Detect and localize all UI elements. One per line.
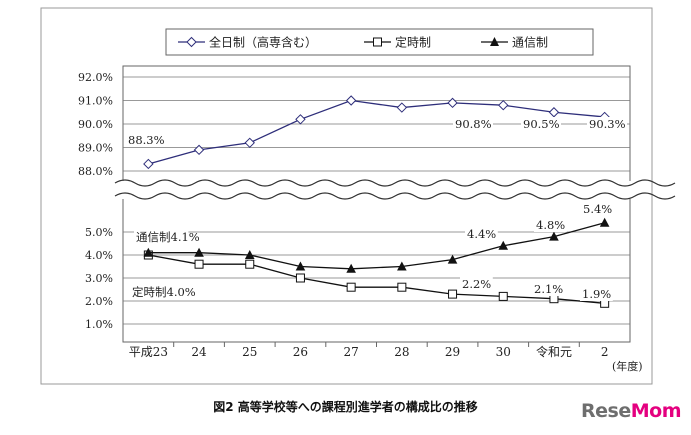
x-tick-label: 2: [601, 345, 609, 359]
label-layer: 88.3% 90.8% 90.5% 90.3% 通信制4.1% 4.4% 4.8% 5.4% 定…: [126, 117, 627, 301]
data-label-tei-first: 定時制4.0%: [132, 285, 196, 299]
data-label-bg: [126, 133, 166, 147]
data-point-diamond: [295, 114, 306, 125]
data-point-square: [295, 273, 305, 283]
lower-y-tick-label: 5.0%: [85, 226, 113, 239]
data-point-diamond: [396, 102, 408, 113]
square-marker-icon: [373, 37, 382, 47]
x-tick-label: 28: [394, 345, 409, 359]
upper-y-tick-label: 89.0%: [78, 142, 113, 155]
axis-layer: 88.0% 89.0% 90.0% 91.0% 92.0% 1.0% 2.0% 3.0% 4.0…: [78, 71, 608, 359]
data-point-diamond: [345, 95, 357, 106]
data-label-tsu-r2: 5.4%: [583, 202, 612, 216]
data-point-square: [448, 289, 458, 299]
data-label-ft-first: 88.3%: [128, 133, 165, 147]
data-label-bg: [465, 227, 498, 241]
series-line-square: [148, 254, 605, 304]
data-label-bg: [134, 230, 189, 244]
x-tick-label: 27: [344, 345, 359, 359]
grid-layer: [113, 76, 676, 325]
data-point-triangle: [549, 231, 559, 241]
lower-y-tick-label: 1.0%: [85, 318, 113, 331]
data-label-ft-h30: 90.8%: [455, 117, 492, 131]
data-point-triangle: [447, 254, 458, 264]
data-point-square: [397, 282, 407, 292]
data-label-tei-r2: 1.9%: [582, 287, 611, 301]
data-point-diamond: [498, 99, 509, 111]
data-label-tsu-first: 通信制4.1%: [136, 230, 200, 244]
axis-break-line-bottom: [114, 192, 676, 200]
data-point-triangle: [194, 247, 204, 257]
data-point-diamond: [244, 137, 255, 149]
data-point-triangle: [295, 261, 306, 271]
lower-y-tick-label: 2.0%: [85, 295, 113, 308]
brand-logo-text-part2: Mom: [630, 400, 682, 422]
series-line-triangle: [148, 222, 605, 270]
legend: 全日制（高専含む） 定時制 通信制: [165, 28, 594, 56]
data-label-tei-r1: 2.1%: [534, 282, 563, 296]
x-tick-label: 30: [496, 345, 511, 359]
upper-y-tick-label: 90.0%: [78, 118, 113, 131]
data-label-bg: [460, 277, 493, 291]
data-label-bg: [130, 285, 185, 299]
data-label-tsu-r1: 4.8%: [536, 218, 565, 232]
x-tick-label: 26: [293, 345, 308, 359]
brand-logo: ReseMom: [581, 400, 681, 422]
legend-label-correspondence: 通信制: [512, 36, 548, 50]
series-layer: [143, 95, 610, 308]
data-label-ft-r1: 90.5%: [523, 117, 560, 131]
legend-label-parttime: 定時制: [395, 35, 431, 50]
series-line-diamond: [148, 99, 605, 165]
data-point-triangle: [143, 247, 154, 257]
data-label-ft-r2: 90.3%: [589, 117, 626, 131]
data-point-square: [194, 259, 204, 269]
lower-y-tick-label: 3.0%: [85, 272, 113, 285]
x-tick-label: 令和元: [536, 344, 572, 359]
legend-item-parttime: 定時制: [364, 35, 431, 50]
data-point-triangle: [346, 263, 356, 273]
data-label-bg: [453, 117, 493, 131]
data-label-bg: [532, 282, 565, 296]
upper-y-tick-label: 91.0%: [78, 95, 113, 108]
upper-y-tick-label: 88.0%: [78, 165, 113, 178]
legend-item-fulltime: 全日制（高専含む）: [178, 35, 317, 50]
x-unit-label: (年度): [612, 359, 643, 373]
brand-logo-text-part1: Rese: [581, 400, 631, 422]
diamond-marker-icon: [186, 36, 197, 48]
x-tick-label: 25: [242, 345, 257, 359]
upper-y-tick-label: 92.0%: [78, 71, 113, 84]
data-label-bg: [581, 202, 614, 216]
x-tick-label: 平成23: [129, 345, 168, 359]
x-tick-label: 24: [191, 345, 207, 359]
data-point-triangle: [244, 250, 255, 259]
axis-break-line-top: [114, 179, 676, 187]
data-point-triangle: [397, 261, 407, 271]
x-tick-label: 29: [445, 345, 460, 359]
chart-caption: 図2 高等学校等への課程別進学者の構成比の推移: [213, 400, 478, 414]
data-point-diamond: [447, 97, 458, 109]
legend-item-correspondence: 通信制: [481, 36, 548, 50]
data-point-diamond: [193, 144, 205, 156]
data-point-triangle: [498, 240, 509, 250]
data-point-square: [245, 259, 255, 269]
triangle-marker-icon: [490, 37, 499, 46]
data-point-diamond: [143, 158, 154, 170]
data-label-tei-h30: 2.2%: [462, 277, 491, 291]
data-point-square: [346, 282, 356, 292]
data-point-triangle: [599, 217, 610, 227]
data-label-bg: [521, 117, 561, 131]
legend-label-fulltime: 全日制（高専含む）: [209, 35, 317, 50]
data-point-square: [498, 291, 508, 301]
data-point-diamond: [548, 107, 560, 118]
data-label-bg: [580, 287, 613, 301]
data-label-tsu-h30: 4.4%: [467, 227, 496, 241]
data-label-bg: [534, 218, 567, 232]
data-label-bg: [587, 117, 627, 131]
lower-y-tick-label: 4.0%: [85, 249, 113, 262]
